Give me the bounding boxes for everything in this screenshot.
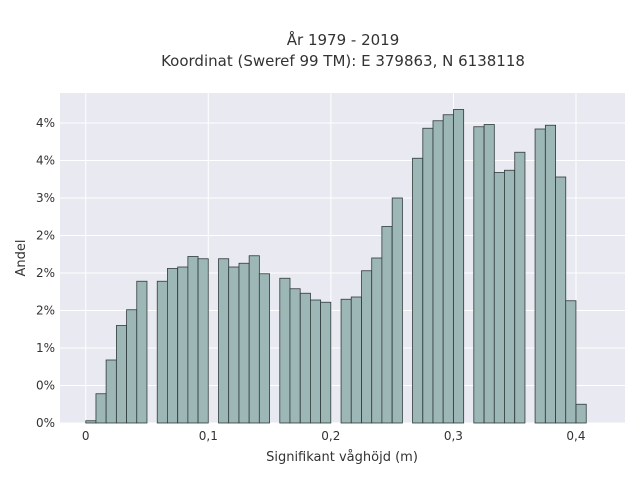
y-tick-label: 0% — [36, 379, 55, 393]
histogram-bar — [310, 299, 322, 424]
histogram-bar — [105, 359, 117, 424]
histogram-bar — [299, 292, 311, 424]
chart-subtitle: Koordinat (Sweref 99 TM): E 379863, N 61… — [161, 52, 525, 70]
y-tick-label: 0% — [36, 416, 55, 430]
chart-title: År 1979 - 2019 — [287, 30, 400, 49]
y-tick-label: 1% — [36, 341, 55, 355]
histogram-bar — [371, 257, 383, 424]
y-tick-label: 2% — [36, 229, 55, 243]
histogram-bar — [95, 393, 107, 424]
y-tick-label: 4% — [36, 154, 55, 168]
histogram-bar — [248, 255, 260, 424]
histogram-bar — [565, 300, 577, 424]
y-tick-labels: 0% 0% 1% 2% 2% 2% 3% 4% 4% — [36, 116, 55, 430]
histogram-bar — [218, 258, 230, 424]
histogram-bar — [85, 420, 97, 424]
histogram-bar — [136, 280, 148, 424]
histogram-bar — [350, 296, 362, 424]
histogram-bar — [483, 124, 495, 424]
histogram-bar — [126, 309, 138, 424]
histogram-bar — [534, 128, 546, 424]
histogram-bar — [442, 114, 454, 424]
histogram-bar — [238, 262, 250, 424]
histogram-bar — [361, 270, 373, 424]
histogram-bar — [258, 273, 270, 424]
histogram-bar — [422, 127, 434, 424]
histogram-bar — [575, 403, 587, 424]
histogram-bar — [493, 172, 505, 424]
histogram-bar — [320, 301, 332, 424]
histogram-bar — [381, 226, 393, 424]
histogram-bar — [116, 325, 128, 424]
x-axis-label: Signifikant våghöjd (m) — [266, 450, 418, 465]
histogram-bar — [555, 176, 567, 424]
y-tick-label: 2% — [36, 304, 55, 318]
histogram-bar — [289, 288, 301, 424]
x-tick-label: 0,1 — [199, 429, 218, 443]
histogram-bar — [514, 151, 526, 424]
histogram-bar — [340, 298, 352, 424]
histogram-bar — [432, 120, 444, 424]
x-tick-label: 0,4 — [566, 429, 585, 443]
y-tick-label: 3% — [36, 191, 55, 205]
histogram-bar — [228, 266, 240, 424]
histogram-bar — [279, 277, 291, 424]
histogram-bar — [177, 266, 189, 424]
histogram-bar — [504, 169, 516, 424]
bars — [85, 109, 587, 424]
x-tick-label: 0 — [82, 429, 90, 443]
histogram-bar — [167, 268, 179, 424]
y-tick-label: 2% — [36, 266, 55, 280]
histogram-bar — [473, 126, 485, 424]
histogram-bar — [453, 109, 465, 424]
histogram-bar — [412, 157, 424, 424]
x-tick-label: 0,2 — [321, 429, 340, 443]
y-axis-label: Andel — [14, 240, 29, 277]
histogram-bar — [544, 124, 556, 424]
x-tick-label: 0,3 — [444, 429, 463, 443]
histogram-bar — [156, 280, 168, 424]
x-tick-labels: 0 0,1 0,2 0,3 0,4 — [82, 429, 586, 443]
histogram-bar — [187, 256, 199, 424]
y-tick-label: 4% — [36, 116, 55, 130]
histogram-bar — [391, 197, 403, 424]
histogram-bar — [197, 258, 209, 424]
